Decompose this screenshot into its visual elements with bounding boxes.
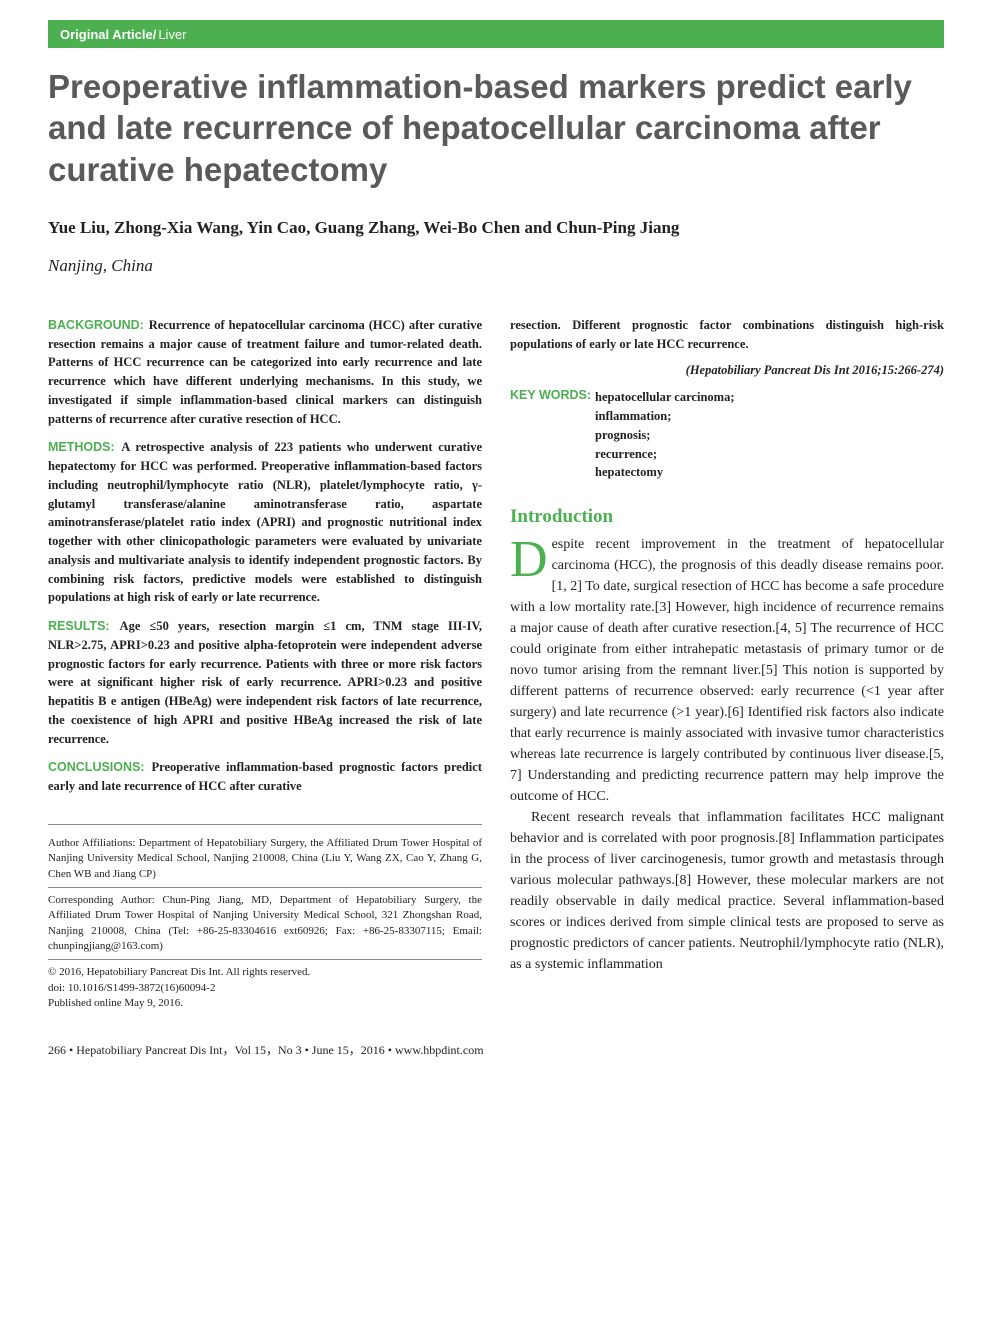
keywords-list: hepatocellular carcinoma; inflammation; … (595, 388, 734, 482)
introduction-heading: Introduction (510, 506, 944, 528)
two-column-layout: BACKGROUND: Recurrence of hepatocellular… (48, 316, 944, 1017)
right-column: resection. Different prognostic factor c… (510, 316, 944, 1017)
background-label: BACKGROUND: (48, 318, 144, 332)
page-footer: 266 • Hepatobiliary Pancreat Dis Int，Vol… (48, 1041, 944, 1058)
introduction-para1: D espite recent improvement in the treat… (510, 534, 944, 807)
methods-text: A retrospective analysis of 223 patients… (48, 440, 482, 604)
abstract-conclusions: CONCLUSIONS: Preoperative inflammation-b… (48, 758, 482, 796)
left-column: BACKGROUND: Recurrence of hepatocellular… (48, 316, 482, 1017)
location: Nanjing, China (48, 256, 944, 276)
footnote-copyright: © 2016, Hepatobiliary Pancreat Dis Int. … (48, 965, 482, 980)
footnote-doi: doi: 10.1016/S1499-3872(16)60094-2 (48, 981, 482, 996)
authors: Yue Liu, Zhong-Xia Wang, Yin Cao, Guang … (48, 218, 944, 238)
footnote-corresponding: Corresponding Author: Chun-Ping Jiang, M… (48, 888, 482, 961)
footnote-affiliation: Author Affiliations: Department of Hepat… (48, 831, 482, 888)
background-text: Recurrence of hepatocellular carcinoma (… (48, 318, 482, 426)
footnotes: Author Affiliations: Department of Hepat… (48, 824, 482, 1017)
keyword-item: hepatocellular carcinoma; (595, 388, 734, 407)
footnote-published: Published online May 9, 2016. (48, 996, 482, 1011)
results-text: Age ≤50 years, resection margin ≤1 cm, T… (48, 619, 482, 746)
keywords-label: KEY WORDS: (510, 388, 591, 402)
dropcap: D (510, 534, 552, 582)
abstract-methods: METHODS: A retrospective analysis of 223… (48, 438, 482, 607)
results-label: RESULTS: (48, 619, 110, 633)
citation: (Hepatobiliary Pancreat Dis Int 2016;15:… (510, 363, 944, 378)
keyword-item: inflammation; (595, 407, 734, 426)
conclusions-cont-text: resection. Different prognostic factor c… (510, 318, 944, 351)
abstract-background: BACKGROUND: Recurrence of hepatocellular… (48, 316, 482, 429)
footnote-copyright-block: © 2016, Hepatobiliary Pancreat Dis Int. … (48, 960, 482, 1016)
methods-label: METHODS: (48, 440, 115, 454)
abstract-conclusions-cont: resection. Different prognostic factor c… (510, 316, 944, 354)
keyword-item: hepatectomy (595, 463, 734, 482)
keywords: KEY WORDS: hepatocellular carcinoma; inf… (510, 388, 944, 482)
conclusions-label: CONCLUSIONS: (48, 760, 145, 774)
keyword-item: prognosis; (595, 426, 734, 445)
category-bar: Original Article/ Liver (48, 20, 944, 48)
introduction-para2: Recent research reveals that inflammatio… (510, 807, 944, 975)
abstract-results: RESULTS: Age ≤50 years, resection margin… (48, 617, 482, 748)
keyword-item: recurrence; (595, 445, 734, 464)
page: Original Article/ Liver Preoperative inf… (0, 20, 992, 1088)
article-title: Preoperative inflammation-based markers … (48, 66, 944, 190)
intro-para1-text: espite recent improvement in the treatme… (510, 537, 944, 804)
category-sublabel: Liver (158, 27, 186, 42)
category-label: Original Article/ (60, 27, 156, 42)
